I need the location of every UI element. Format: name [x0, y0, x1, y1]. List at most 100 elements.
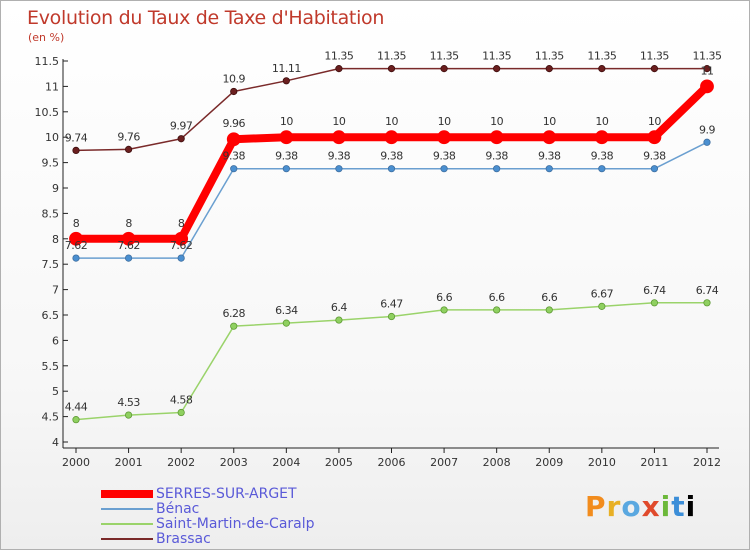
data-point-serres [700, 79, 714, 94]
data-label-saint-martin: 6.28 [223, 307, 246, 320]
data-point-brassac [177, 135, 185, 143]
data-point-serres [332, 130, 346, 145]
x-tick-label: 2001 [115, 456, 143, 469]
data-label-brassac: 11.35 [482, 50, 511, 63]
data-label-saint-martin: 6.4 [331, 301, 347, 314]
y-tick-label: 4.5 [42, 411, 60, 424]
legend-item-brassac: Brassac [101, 531, 315, 547]
logo-letter: t [671, 490, 686, 523]
logo-letter: P [585, 490, 607, 523]
y-tick-label: 9.5 [42, 157, 60, 170]
y-tick-label: 5.5 [42, 360, 60, 373]
data-label-brassac: 11.35 [535, 50, 564, 63]
data-label-serres: 9.96 [223, 117, 246, 130]
data-label-brassac: 9.97 [170, 120, 193, 133]
x-tick-label: 2005 [325, 456, 353, 469]
data-point-brassac [282, 77, 290, 85]
data-point-brassac [230, 87, 238, 96]
data-label-benac: 7.62 [170, 239, 193, 252]
data-label-brassac: 11.35 [693, 50, 722, 63]
data-point-benac [650, 165, 659, 173]
data-point-brassac [598, 65, 606, 73]
x-tick-label: 2010 [588, 456, 616, 469]
data-point-saint-martin [387, 312, 396, 321]
data-label-saint-martin: 4.58 [170, 394, 193, 407]
y-tick-label: 10.5 [35, 106, 60, 119]
legend-label-serres: SERRES-SUR-ARGET [156, 485, 297, 502]
data-label-saint-martin: 4.53 [117, 396, 140, 409]
data-point-benac [703, 138, 711, 146]
data-label-serres: 10 [543, 115, 556, 128]
data-label-serres: 10 [332, 115, 345, 128]
data-point-benac [177, 254, 185, 262]
data-label-serres: 10 [438, 115, 451, 128]
data-label-brassac: 11.35 [640, 50, 669, 63]
data-label-serres: 8 [73, 217, 80, 230]
data-label-saint-martin: 6.6 [541, 291, 557, 304]
data-label-brassac: 11.11 [272, 62, 301, 75]
legend-item-benac: Bénac [101, 501, 315, 517]
data-label-brassac: 10.9 [223, 72, 246, 85]
data-point-saint-martin [650, 299, 659, 307]
x-tick-label: 2007 [430, 456, 458, 469]
y-tick-label: 7 [52, 284, 59, 297]
data-point-serres [594, 130, 609, 145]
chart-title: Evolution du Taux de Taxe d'Habitation [27, 7, 385, 29]
data-point-serres [437, 130, 451, 145]
legend-item-saint-martin: Saint-Martin-de-Caralp [101, 515, 315, 532]
x-tick-label: 2006 [378, 456, 406, 469]
data-point-serres [69, 231, 83, 246]
data-point-saint-martin [177, 408, 185, 417]
x-tick-label: 2009 [535, 456, 563, 469]
data-label-benac: 9.38 [591, 150, 614, 163]
legend-label-saint-martin: Saint-Martin-de-Caralp [156, 515, 315, 532]
data-point-serres [279, 130, 294, 145]
data-point-serres [542, 130, 557, 145]
logo-letter: x [641, 490, 661, 523]
data-label-serres: 10 [490, 115, 503, 128]
y-tick-label: 10 [45, 131, 59, 144]
data-point-saint-martin [230, 322, 238, 330]
data-point-saint-martin [598, 302, 606, 310]
data-label-benac: 7.62 [65, 239, 88, 252]
data-point-benac [493, 165, 501, 173]
data-label-benac: 9.9 [699, 123, 715, 136]
x-tick-label: 2004 [272, 456, 300, 469]
data-label-serres: 10 [595, 115, 608, 128]
data-label-saint-martin: 6.67 [591, 287, 614, 300]
data-label-saint-martin: 6.6 [489, 291, 505, 304]
data-label-brassac: 11.35 [377, 50, 406, 63]
data-point-benac [282, 165, 290, 173]
data-point-brassac [72, 146, 80, 155]
data-label-benac: 9.38 [538, 150, 561, 163]
data-point-benac [545, 165, 553, 173]
data-point-saint-martin [282, 319, 290, 327]
logo-letter: i [685, 490, 697, 523]
y-tick-label: 9 [52, 182, 59, 195]
logo-letter: o [621, 490, 642, 523]
data-point-benac [230, 165, 238, 173]
data-label-benac: 9.38 [223, 150, 246, 163]
x-tick-label: 2011 [640, 456, 668, 469]
x-tick-label: 2012 [693, 456, 721, 469]
legend: SERRES-SUR-ARGET Bénac Saint-Martin-de-C… [101, 485, 315, 547]
data-label-serres: 8 [125, 217, 132, 230]
y-tick-label: 8 [52, 233, 59, 246]
data-label-benac: 9.38 [380, 150, 403, 163]
data-label-benac: 9.38 [328, 150, 351, 163]
data-point-brassac [650, 65, 659, 73]
proxiti-logo: Proxiti [585, 490, 696, 523]
data-point-serres [489, 130, 504, 145]
data-label-saint-martin: 6.74 [696, 284, 719, 297]
x-tick-label: 2003 [220, 456, 248, 469]
y-tick-label: 8.5 [42, 207, 60, 220]
data-label-serres: 8 [178, 217, 185, 230]
data-label-brassac: 11.35 [430, 50, 459, 63]
data-point-saint-martin [440, 306, 448, 314]
data-point-benac [335, 165, 343, 173]
data-point-benac [124, 254, 133, 262]
data-point-saint-martin [703, 299, 711, 307]
legend-swatch-serres [101, 489, 153, 498]
